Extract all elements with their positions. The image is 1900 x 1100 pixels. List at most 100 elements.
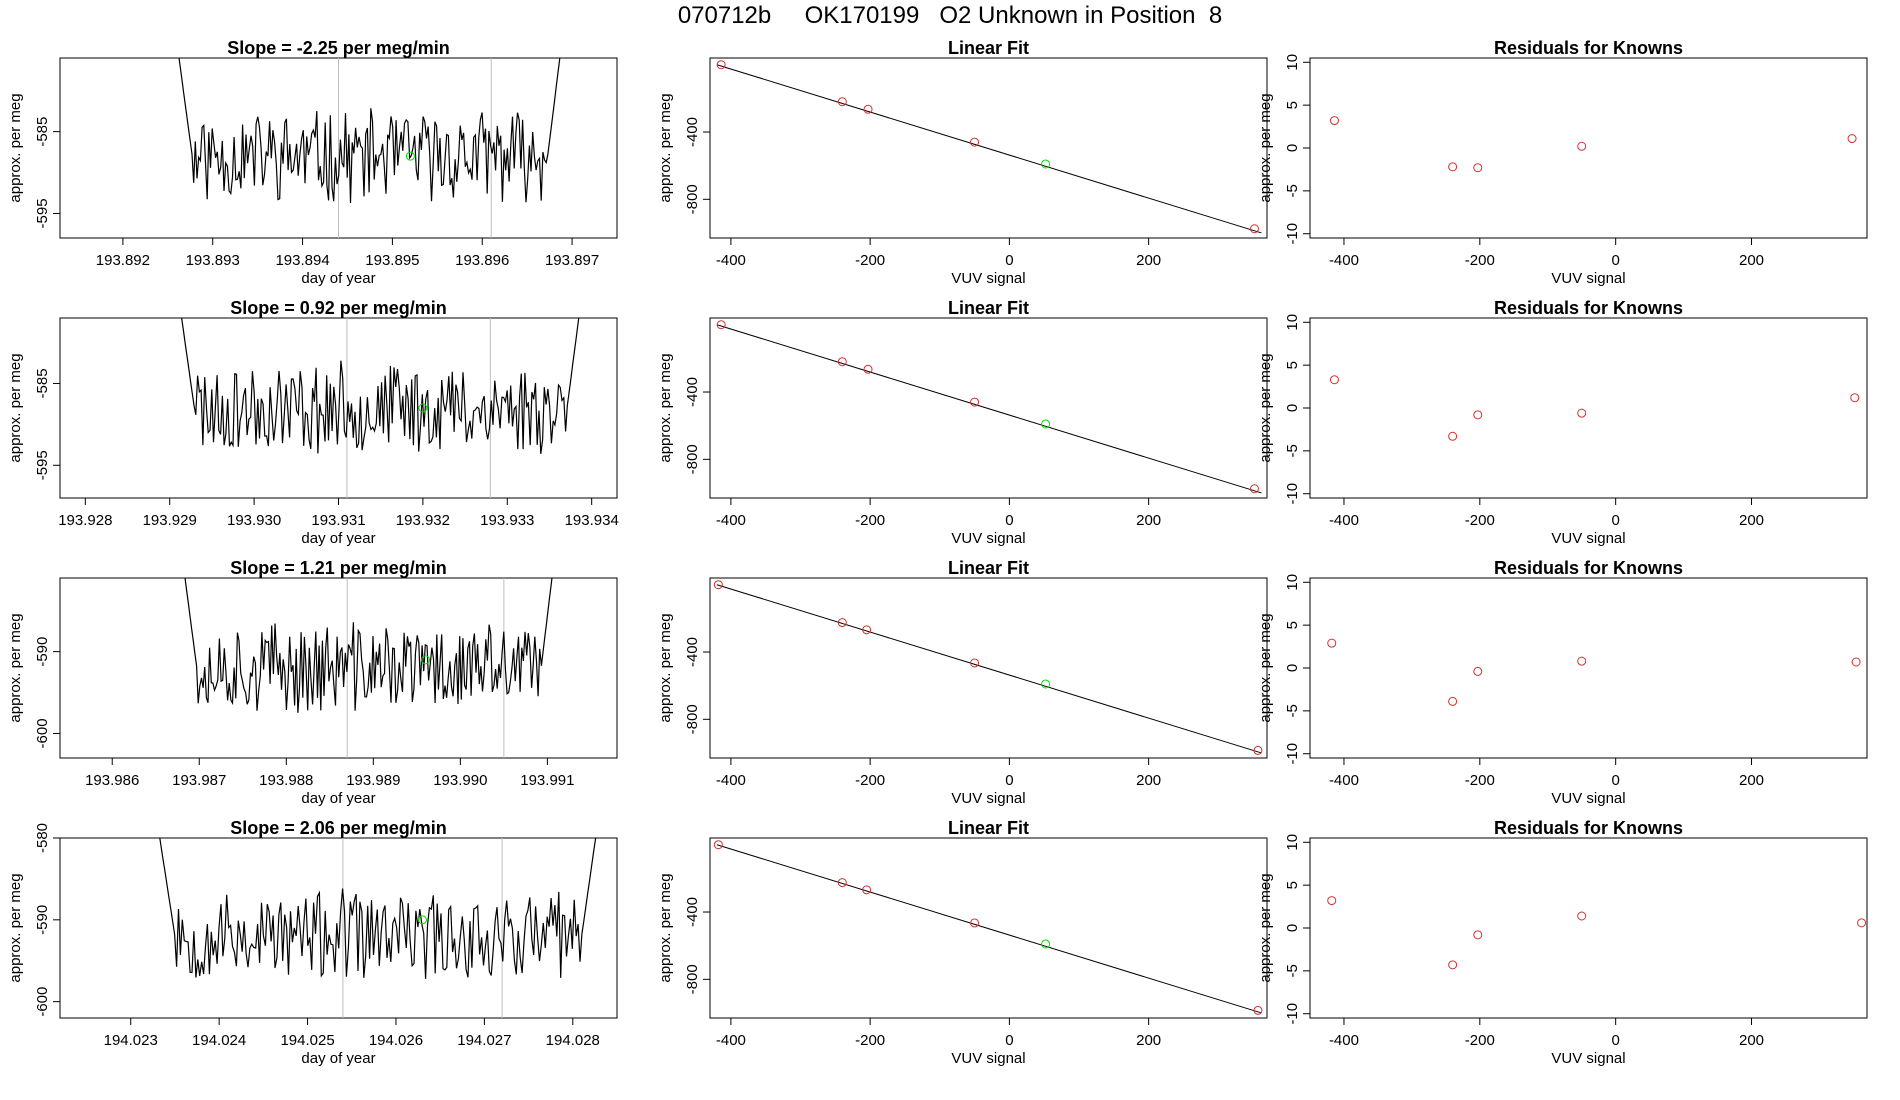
plot-frame	[1309, 57, 1868, 239]
x-tick-label: 194.023	[104, 1032, 158, 1049]
x-tick-label: -400	[1329, 772, 1359, 789]
panel-2-1: Slope = 0.92 per meg/min 193.928 193.929 19…	[7, 298, 619, 547]
panel-title: Residuals for Knowns	[1494, 38, 1683, 58]
y-tick-label: 5	[1284, 621, 1301, 629]
y-tick-label: -400	[684, 637, 701, 667]
plot-frame	[709, 837, 1268, 1019]
fit-line	[716, 584, 1262, 754]
x-tick-label: -200	[1465, 772, 1495, 789]
panel-title: Residuals for Knowns	[1494, 558, 1683, 578]
known-point	[716, 320, 726, 330]
panel-title: Linear Fit	[948, 558, 1029, 578]
x-axis-label: day of year	[301, 790, 375, 807]
panel-title: Slope = 1.21 per meg/min	[230, 558, 447, 578]
known-point	[1253, 745, 1263, 755]
known-point	[863, 104, 873, 114]
unknown-point	[1041, 679, 1051, 689]
y-tick-label: -5	[1284, 964, 1301, 977]
x-tick-label: 0	[1611, 252, 1619, 269]
residual-point	[1327, 896, 1337, 906]
y-tick-label: -10	[1284, 223, 1301, 245]
y-tick-label: 0	[1284, 924, 1301, 932]
x-tick-label: -200	[1465, 512, 1495, 529]
figure-title: 070712b OK170199 O2 Unknown in Position …	[677, 2, 1223, 29]
y-tick-label: -590	[34, 905, 51, 935]
x-axis-label: VUV signal	[951, 790, 1025, 807]
y-tick-label: -400	[684, 377, 701, 407]
plot-area	[713, 580, 1263, 755]
y-tick-label: 0	[1284, 144, 1301, 152]
y-axis-label: approx. per meg	[1257, 353, 1274, 462]
x-tick-label: 193.986	[85, 772, 139, 789]
plot-frame	[1309, 837, 1868, 1019]
x-tick-label: 193.893	[186, 252, 240, 269]
x-tick-label: 194.028	[546, 1032, 600, 1049]
panel-4-2: Linear Fit -400 -200 0 200 -400 -800 VUV signal…	[657, 818, 1268, 1067]
x-tick-label: 0	[1005, 772, 1013, 789]
x-tick-label: 0	[1005, 512, 1013, 529]
x-tick-label: -400	[716, 772, 746, 789]
x-tick-label: 194.025	[280, 1032, 334, 1049]
y-tick-label: -595	[34, 198, 51, 228]
x-tick-label: 193.892	[96, 252, 150, 269]
series-line	[181, 318, 580, 454]
y-tick-label: -10	[1284, 1003, 1301, 1025]
panel-3-3: Residuals for Knowns -400 -200 0 200 10 5 0 -5 -1…	[1257, 558, 1868, 807]
y-axis-label: approx. per meg	[7, 353, 24, 462]
panel-3-2: Linear Fit -400 -200 0 200 -400 -800 VUV signal…	[657, 558, 1268, 807]
unknown-point	[417, 915, 427, 925]
y-tick-label: 10	[1284, 54, 1301, 71]
known-point	[713, 580, 723, 590]
y-tick-label: -580	[34, 823, 51, 853]
y-axis-label: approx. per meg	[7, 613, 24, 722]
x-axis-label: VUV signal	[1551, 790, 1625, 807]
y-tick-label: -800	[684, 444, 701, 474]
x-tick-label: 193.934	[565, 512, 619, 529]
plot-area	[1327, 638, 1861, 706]
y-axis-label: approx. per meg	[7, 93, 24, 202]
x-tick-label: 200	[1136, 512, 1161, 529]
y-tick-label: 10	[1284, 314, 1301, 331]
known-point	[970, 658, 980, 668]
residual-point	[1847, 134, 1857, 144]
x-tick-label: 194.024	[192, 1032, 246, 1049]
panel-4-1: Slope = 2.06 per meg/min 194.023 194.024 19…	[7, 818, 618, 1067]
x-tick-label: 193.894	[275, 252, 329, 269]
x-tick-label: -200	[855, 1032, 885, 1049]
x-tick-label: 0	[1005, 252, 1013, 269]
x-tick-label: 193.930	[227, 512, 281, 529]
series-line	[184, 578, 553, 713]
known-point	[1249, 224, 1259, 234]
y-tick-label: -600	[34, 987, 51, 1017]
unknown-point	[418, 403, 428, 413]
x-tick-label: 193.895	[365, 252, 419, 269]
x-tick-label: 200	[1136, 772, 1161, 789]
y-tick-label: -800	[684, 964, 701, 994]
residual-point	[1473, 163, 1483, 173]
panel-3-1: Slope = 1.21 per meg/min 193.986 193.987 19…	[7, 558, 618, 807]
x-axis-label: VUV signal	[951, 530, 1025, 547]
y-tick-label: -400	[684, 897, 701, 927]
x-tick-label: -200	[855, 252, 885, 269]
residual-point	[1329, 375, 1339, 385]
y-axis-label: approx. per meg	[657, 353, 674, 462]
y-tick-label: -595	[34, 450, 51, 480]
plot-frame	[59, 577, 618, 759]
residual-point	[1577, 141, 1587, 151]
known-point	[837, 97, 847, 107]
x-tick-label: 193.931	[311, 512, 365, 529]
known-point	[863, 364, 873, 374]
plot-frame	[59, 837, 618, 1019]
residual-point	[1473, 930, 1483, 940]
x-tick-label: 193.987	[172, 772, 226, 789]
x-tick-label: -400	[1329, 1032, 1359, 1049]
x-tick-label: 194.026	[369, 1032, 423, 1049]
unknown-point	[421, 655, 431, 665]
y-tick-label: -600	[34, 718, 51, 748]
y-tick-label: 0	[1284, 404, 1301, 412]
panel-1-3: Residuals for Knowns -400 -200 0 200 10 5 0 -5 -1…	[1257, 38, 1868, 287]
x-tick-label: 200	[1739, 512, 1764, 529]
residual-point	[1448, 696, 1458, 706]
known-point	[837, 357, 847, 367]
series-line	[159, 838, 597, 979]
